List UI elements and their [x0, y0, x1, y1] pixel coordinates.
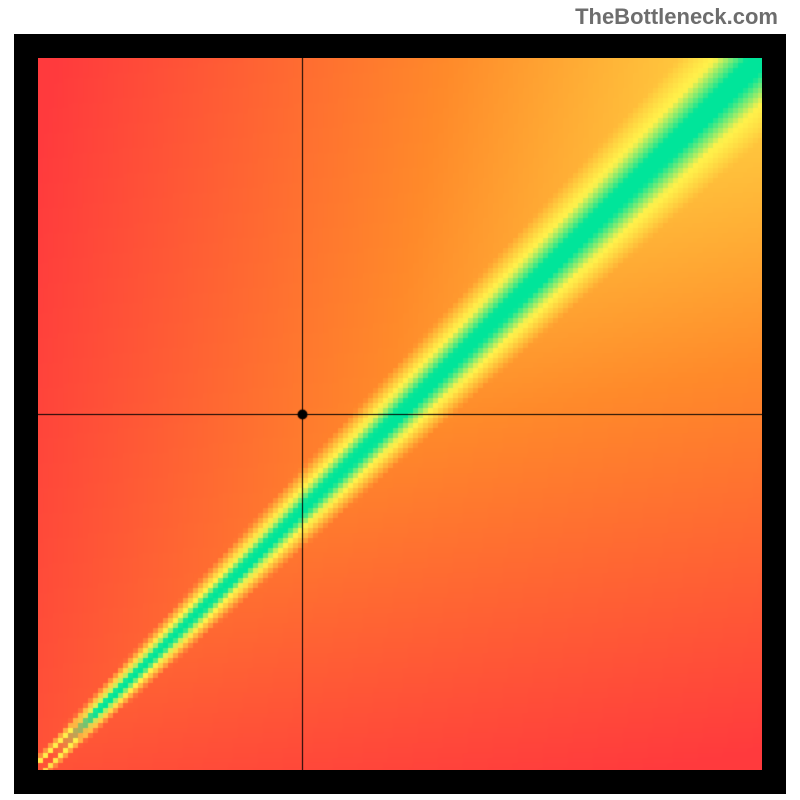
watermark-text: TheBottleneck.com	[575, 4, 778, 30]
plot-frame	[14, 34, 786, 794]
stage: TheBottleneck.com	[0, 0, 800, 800]
heatmap-canvas	[38, 58, 762, 770]
heatmap-canvas-wrap	[38, 58, 762, 770]
